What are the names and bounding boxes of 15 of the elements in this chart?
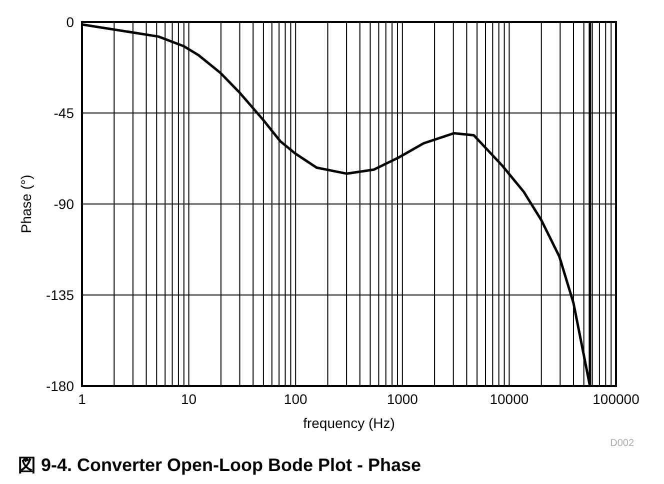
text: D002 (609, 438, 635, 449)
x-axis-title: frequency (Hz) (303, 415, 395, 431)
x-tick-label: 100 (284, 390, 308, 407)
x-tick-label: 10000 (490, 390, 529, 407)
y-axis-title: Phase (°) (18, 174, 34, 234)
text: 図 9-4. Converter Open-Loop Bode Plot - Phase (17, 454, 422, 477)
y-tick-label: -90 (54, 196, 74, 212)
y-tick-label: -45 (54, 104, 74, 121)
y-tick-label: -135 (46, 286, 74, 303)
y-tick-label: 0 (66, 14, 74, 30)
x-tick-label: 100000 (592, 390, 640, 407)
y-tick-label: -180 (46, 378, 74, 394)
x-tick-label: 1 (78, 390, 86, 407)
x-tick-label: 1000 (386, 390, 418, 407)
x-tick-label: 10 (181, 390, 197, 407)
